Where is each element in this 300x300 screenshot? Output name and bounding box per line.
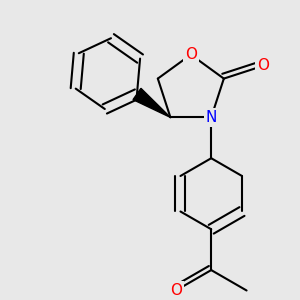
Polygon shape <box>133 88 170 117</box>
Text: O: O <box>170 283 182 298</box>
Text: O: O <box>257 58 269 74</box>
Text: O: O <box>185 47 197 62</box>
Text: N: N <box>206 110 217 125</box>
